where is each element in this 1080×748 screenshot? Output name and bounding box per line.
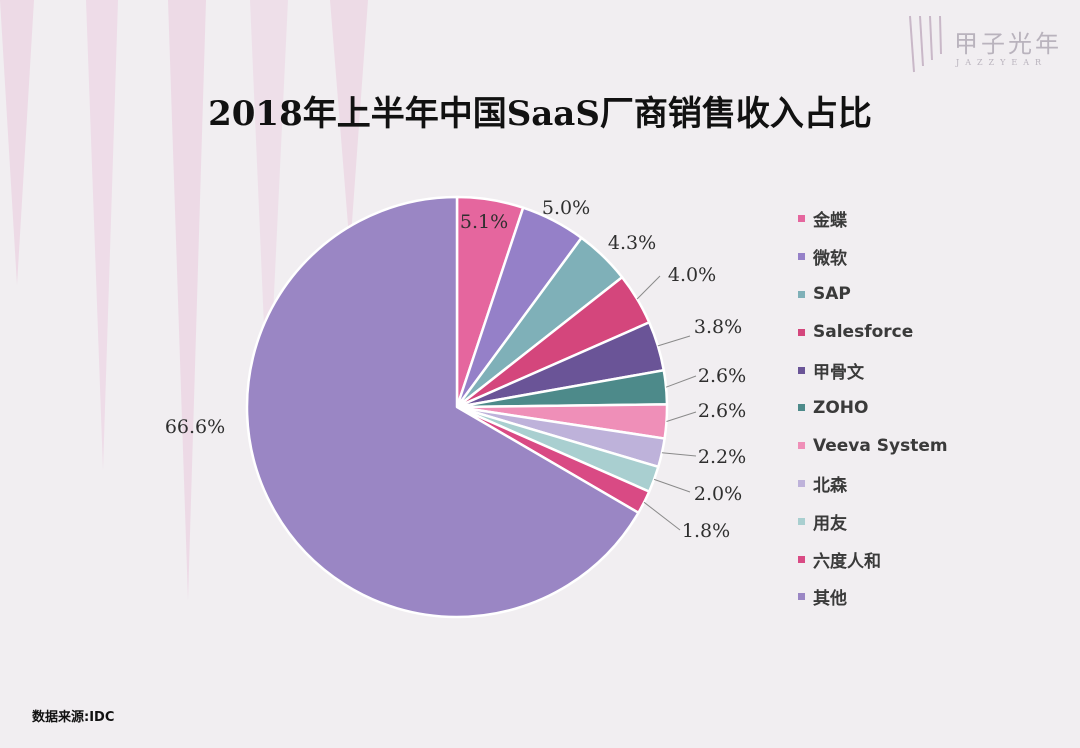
legend-item-1: 金蝶: [798, 200, 948, 238]
legend-label: 金蝶: [813, 211, 847, 232]
chart-legend: 金蝶微软 SAP Salesforce 甲骨文 ZOHO Veeva System 北森用友…: [798, 200, 948, 616]
chart-title: 2018年上半年中国SaaS厂商销售收入占比: [208, 94, 872, 134]
data-source: 数据来源:IDC: [32, 710, 115, 725]
leader-line-6: [665, 375, 697, 388]
pie-slice-11: [245, 195, 640, 619]
legend-item-10: 六度人和: [798, 540, 948, 578]
data-label-2: 5.0%: [542, 197, 590, 219]
legend-swatch: [798, 328, 805, 336]
legend-label: 其他: [813, 589, 847, 610]
logo-name: 甲子光年: [954, 30, 1062, 58]
logo-mark-icon: [909, 15, 942, 73]
legend-item-3: SAP: [798, 276, 948, 314]
legend-label: Veeva System: [813, 435, 948, 456]
data-label-1: 5.1%: [460, 211, 508, 233]
leader-line-8: [661, 452, 697, 457]
leader-line-10: [643, 501, 681, 531]
data-label-3: 4.3%: [608, 232, 656, 254]
data-label-8: 2.2%: [698, 446, 746, 468]
legend-item-6: ZOHO: [798, 389, 948, 427]
legend-item-8: 北森: [798, 465, 948, 503]
leader-line-5: [657, 335, 691, 347]
legend-swatch: [798, 366, 805, 374]
legend-label: Salesforce: [813, 322, 914, 343]
legend-label: 微软: [813, 249, 847, 270]
data-label-9: 2.0%: [694, 483, 742, 505]
data-label-4: 4.0%: [668, 264, 716, 286]
brand-logo: 甲子光年 JAZZYEAR: [904, 14, 1072, 74]
legend-item-7: Veeva System: [798, 427, 948, 465]
legend-swatch: [798, 290, 805, 298]
legend-swatch: [798, 517, 805, 525]
value-labels: 5.1% 5.0% 4.3% 4.0% 3.8% 2.6% 2.6% 2.2% 2.0% 1.8%…: [165, 197, 746, 542]
legend-swatch: [798, 593, 805, 601]
data-label-11: 66.6%: [165, 416, 225, 438]
legend-swatch: [798, 215, 805, 223]
data-label-6: 2.6%: [698, 365, 746, 387]
legend-item-9: 用友: [798, 502, 948, 540]
leader-line-7: [666, 411, 697, 422]
legend-swatch: [798, 253, 805, 261]
legend-item-11: 其他: [798, 578, 948, 616]
legend-label: ZOHO: [813, 397, 869, 418]
data-label-10: 1.8%: [682, 520, 730, 542]
data-label-5: 3.8%: [694, 316, 742, 338]
legend-swatch: [798, 555, 805, 563]
logo-subtitle: JAZZYEAR: [956, 58, 1048, 67]
legend-item-2: 微软: [798, 238, 948, 276]
legend-swatch: [798, 404, 805, 412]
leader-lines: [636, 275, 697, 531]
leader-line-4: [636, 275, 661, 300]
legend-label: 六度人和: [813, 551, 881, 572]
legend-label: 甲骨文: [813, 362, 864, 383]
legend-swatch: [798, 442, 805, 450]
data-label-7: 2.6%: [698, 400, 746, 422]
legend-label: 北森: [813, 475, 847, 496]
leader-line-9: [653, 478, 691, 493]
pie-slices: [245, 195, 669, 619]
legend-label: SAP: [813, 284, 851, 305]
legend-label: 用友: [813, 513, 847, 534]
legend-item-5: 甲骨文: [798, 351, 948, 389]
legend-swatch: [798, 479, 805, 487]
legend-item-4: Salesforce: [798, 313, 948, 351]
